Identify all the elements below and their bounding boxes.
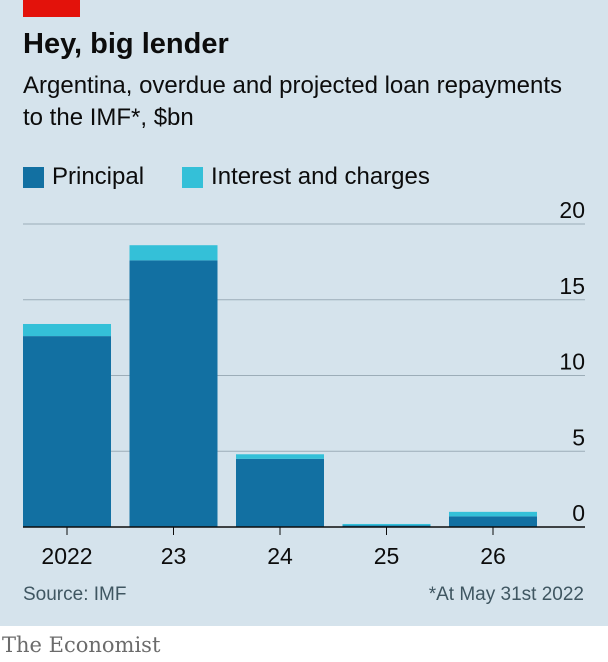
- chart-subtitle: Argentina, overdue and projected loan re…: [23, 72, 563, 131]
- chart-title: Hey, big lender: [23, 28, 229, 60]
- brand-wordmark: The Economist: [2, 633, 161, 657]
- bar-principal-23: [129, 260, 218, 527]
- legend-swatch-principal: [23, 166, 44, 188]
- bar-interest-23: [129, 245, 218, 261]
- legend-label-interest: Interest and charges: [211, 163, 430, 190]
- bar-principal-2022: [23, 336, 111, 527]
- y-tick-label-5: 5: [572, 424, 585, 450]
- legend-label-principal: Principal: [52, 163, 145, 190]
- y-tick-label-10: 10: [559, 349, 585, 375]
- legend: Principal Interest and charges: [23, 162, 468, 192]
- bar-interest-26: [449, 511, 537, 517]
- y-tick-label-15: 15: [559, 273, 585, 299]
- legend-item-interest: Interest and charges: [182, 163, 430, 191]
- bar-principal-24: [236, 458, 324, 527]
- x-tick-label-26: 26: [480, 543, 506, 569]
- bar-interest-2022: [23, 323, 111, 337]
- footnote: *At May 31st 2022: [428, 584, 584, 605]
- x-tick-label-24: 24: [267, 543, 293, 569]
- x-tick-label-23: 23: [161, 543, 187, 569]
- bar-principal-26: [449, 516, 537, 527]
- x-tick-label-25: 25: [374, 543, 400, 569]
- x-tick-label-2022: 2022: [41, 543, 92, 569]
- source-note: Source: IMF: [23, 584, 127, 605]
- bar-interest-25: [342, 523, 431, 526]
- bar-principal-25: [342, 525, 431, 527]
- y-tick-label-20: 20: [559, 197, 585, 223]
- legend-item-principal: Principal: [23, 163, 144, 191]
- legend-swatch-interest: [182, 166, 204, 188]
- brand-red-tab: [23, 0, 80, 17]
- bar-interest-24: [236, 454, 324, 459]
- y-tick-label-0: 0: [572, 500, 585, 526]
- bar-chart: 0 5 10 15 20 2022 23 24 25 26: [23, 197, 585, 569]
